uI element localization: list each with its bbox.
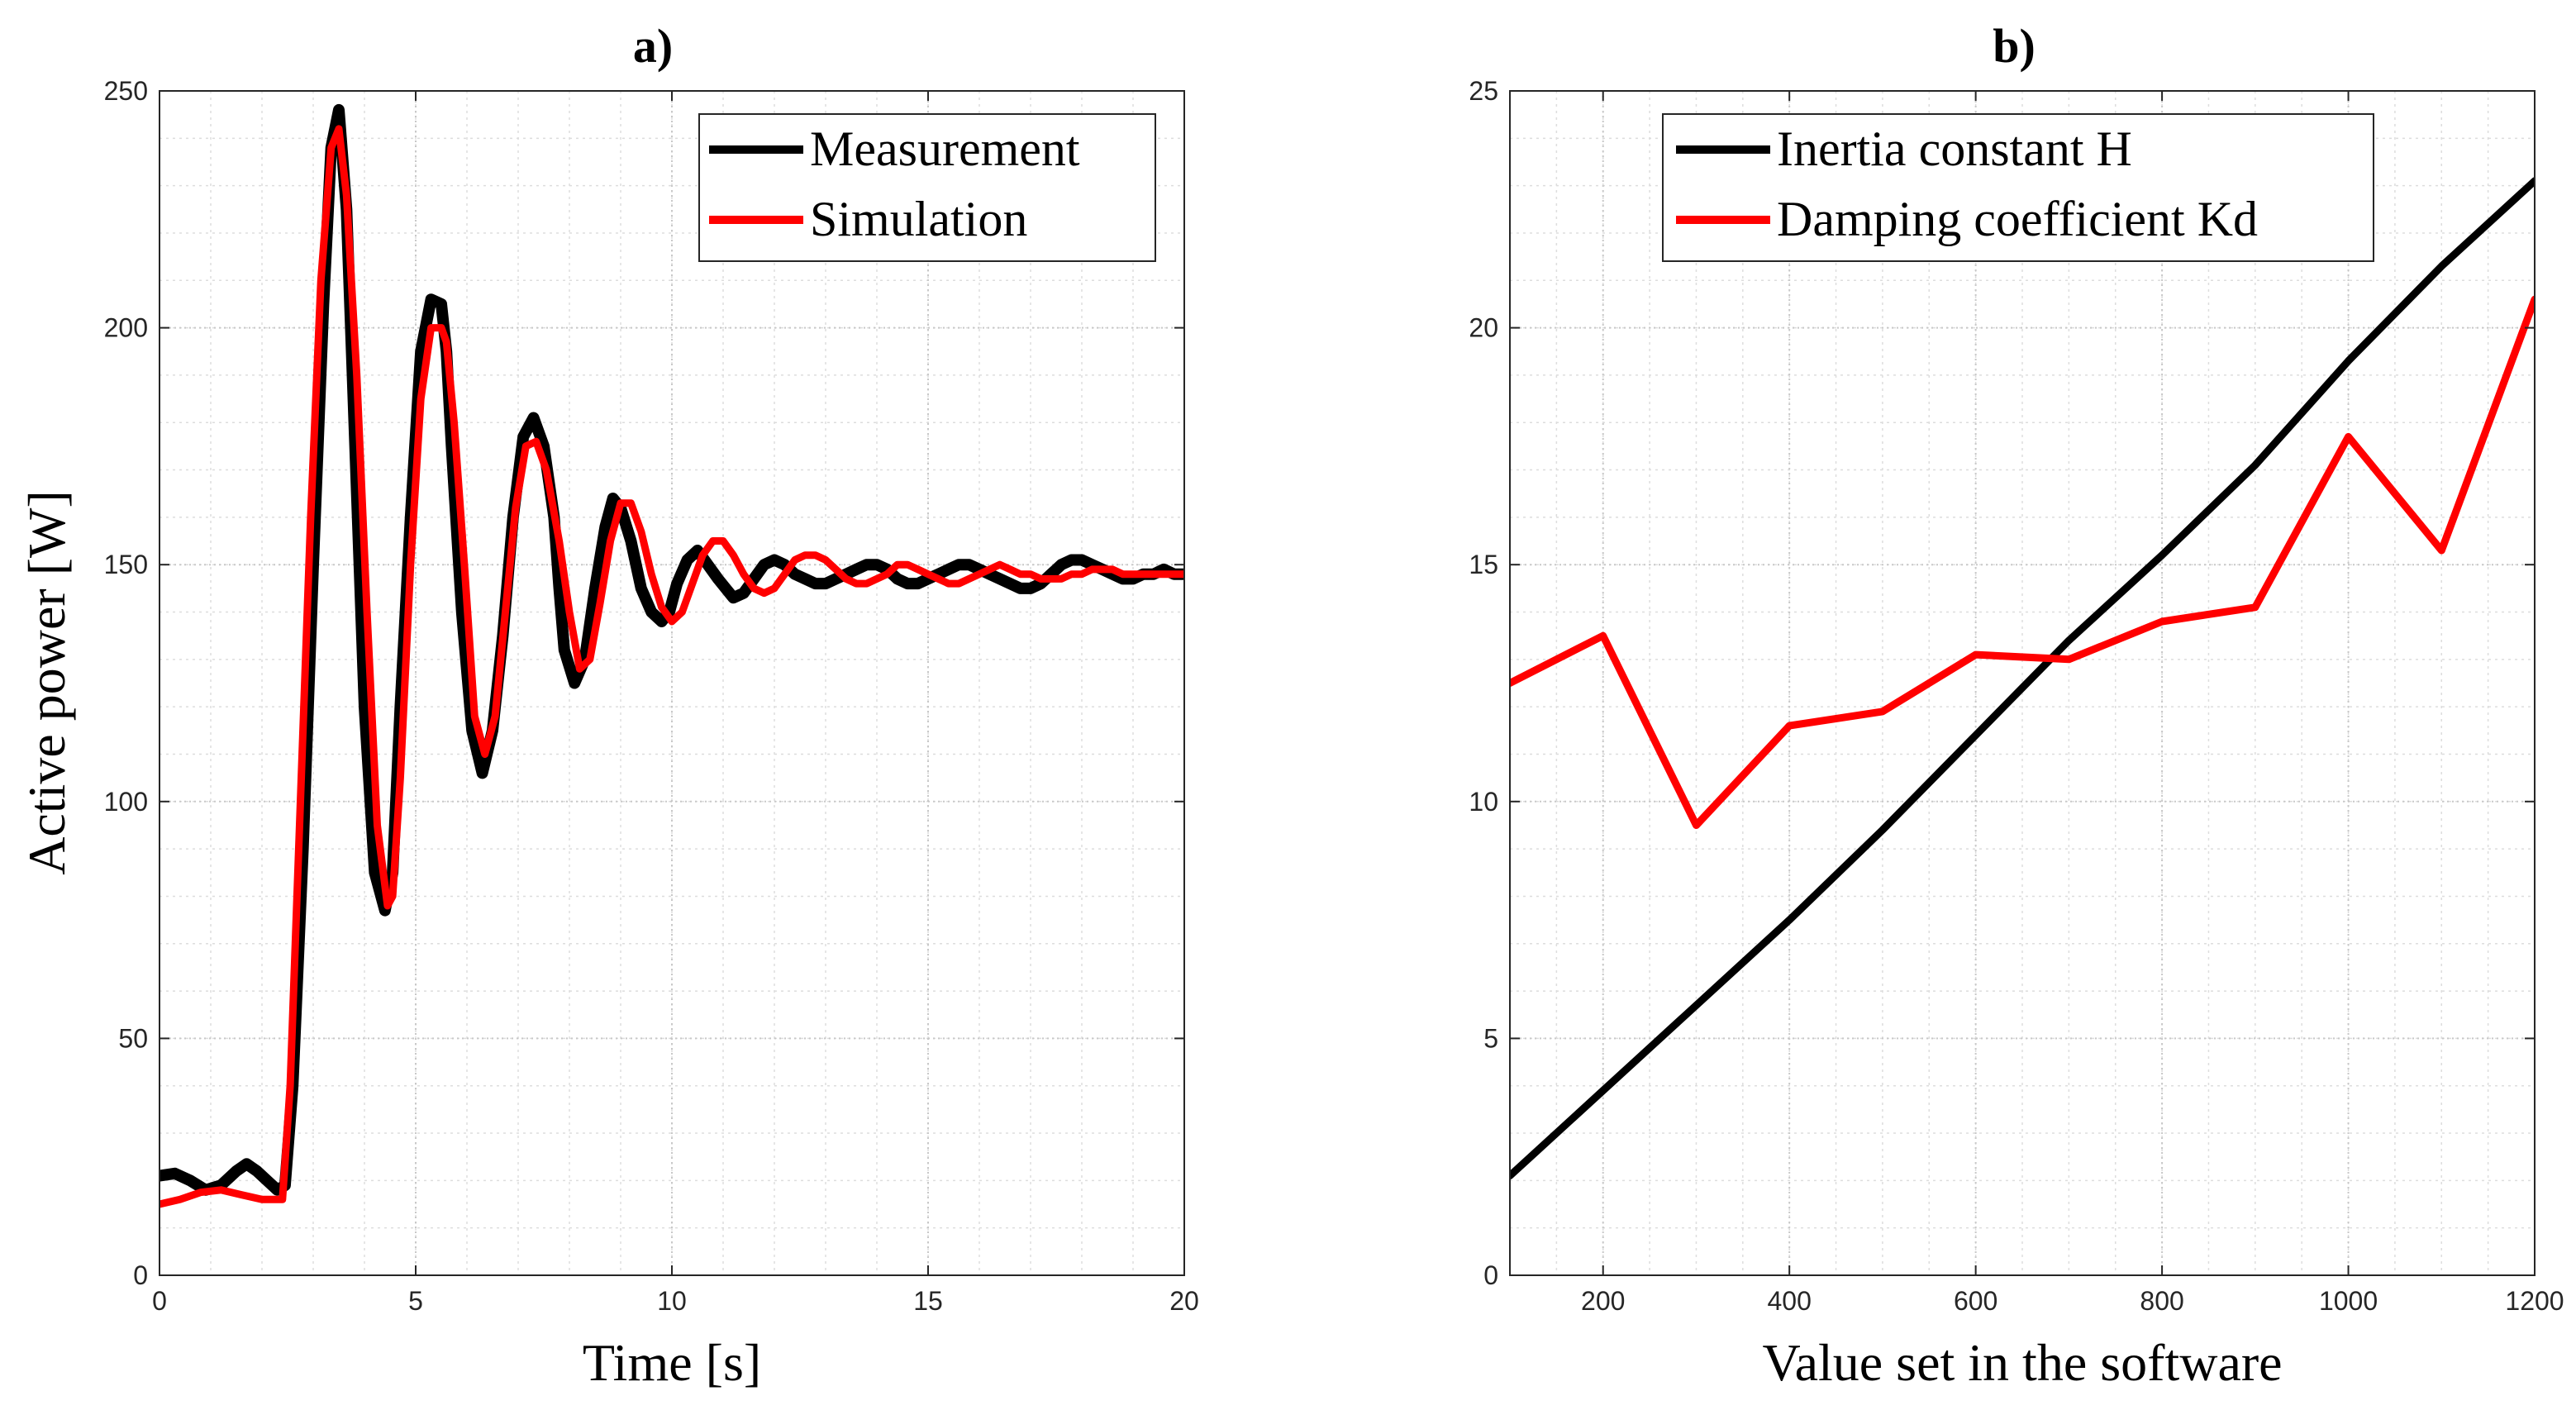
panel-a-title-text: a) xyxy=(633,19,673,73)
series-line-inertia-constant-h xyxy=(1510,177,2535,1180)
y-tick-label: 0 xyxy=(133,1260,148,1290)
panel-b-xlabel: Value set in the software xyxy=(1762,1333,2282,1392)
panel-a-ylabel: Active power [W] xyxy=(17,490,76,875)
panel-b-title-text: b) xyxy=(1993,19,2036,73)
panel-a-title: a) xyxy=(633,19,673,73)
panel-b-axes-box xyxy=(1509,90,2536,1276)
panel-a-legend: Measurement Simulation xyxy=(698,113,1156,262)
x-tick-label: 1200 xyxy=(2505,1286,2564,1316)
y-tick-label: 15 xyxy=(1469,550,1498,579)
y-tick-label: 0 xyxy=(1483,1260,1498,1290)
panel-a-series-layer xyxy=(160,103,1184,1208)
legend-inertia-label: Inertia constant H xyxy=(1777,121,2132,176)
x-tick-label: 0 xyxy=(152,1286,167,1316)
y-tick-label: 250 xyxy=(104,76,148,106)
x-tick-label: 20 xyxy=(1169,1286,1199,1316)
series-line-damping-coefficient-kd xyxy=(1510,295,2535,829)
x-tick-label: 400 xyxy=(1767,1286,1811,1316)
x-tick-label: 800 xyxy=(2140,1286,2183,1316)
y-tick-label: 50 xyxy=(118,1023,148,1053)
panel-a-xlabel: Time [s] xyxy=(583,1333,761,1392)
x-tick-label: 1000 xyxy=(2319,1286,2378,1316)
x-tick-label: 200 xyxy=(1581,1286,1625,1316)
y-tick-label: 10 xyxy=(1469,787,1498,817)
y-tick-label: 100 xyxy=(104,787,148,817)
y-tick-label: 25 xyxy=(1469,76,1498,106)
x-tick-label: 10 xyxy=(657,1286,687,1316)
y-tick-label: 20 xyxy=(1469,313,1498,343)
x-tick-label: 600 xyxy=(1954,1286,1997,1316)
y-tick-label: 200 xyxy=(104,313,148,343)
panel-b-legend: Inertia constant H Damping coefficient K… xyxy=(1662,113,2374,262)
series-line-simulation xyxy=(160,125,1184,1208)
x-tick-label: 15 xyxy=(913,1286,943,1316)
panel-b-legend-box xyxy=(1662,113,2374,262)
panel-b-series-layer xyxy=(1510,177,2535,1180)
panel-b-title: b) xyxy=(1993,19,2036,73)
legend-damping-label: Damping coefficient Kd xyxy=(1777,192,2258,246)
y-tick-label: 150 xyxy=(104,550,148,579)
panel-b-ticks: 200 400 600 800 1000 1200 0 5 10 15 20 25 xyxy=(1469,76,2564,1316)
legend-measurement-label: Measurement xyxy=(810,121,1080,176)
x-tick-label: 5 xyxy=(408,1286,423,1316)
panel-b-chart: 200 400 600 800 1000 1200 0 5 10 15 20 25 b) Value … xyxy=(1469,19,2564,1392)
legend-simulation-label: Simulation xyxy=(810,192,1027,246)
panel-a-legend-box xyxy=(698,113,1156,262)
y-tick-label: 5 xyxy=(1483,1023,1498,1053)
